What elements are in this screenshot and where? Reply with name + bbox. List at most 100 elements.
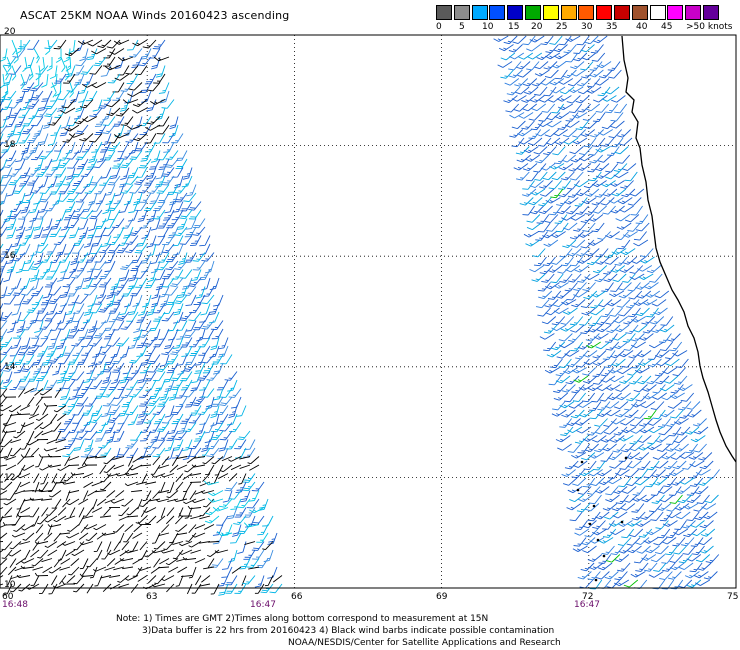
wind-barb [564,460,579,470]
wind-barb [77,39,94,45]
wind-barb [128,141,139,155]
wind-barb [10,447,22,457]
wind-barb [563,367,578,375]
wind-barb [689,562,703,573]
wind-barb [15,260,26,274]
wind-barb [192,226,206,236]
wind-barb [569,316,584,326]
wind-barb [22,192,35,203]
wind-barb [13,294,26,306]
wind-barb [24,549,31,560]
wind-barb [35,65,41,81]
wind-barb [675,358,689,368]
wind-barb [27,175,40,186]
wind-barb [46,57,53,72]
wind-barb [8,99,22,109]
wind-barb [60,107,76,114]
wind-barb [132,99,148,107]
wind-barb [120,167,130,181]
wind-barb [47,464,62,468]
wind-barb [3,447,13,459]
wind-barb [70,472,85,476]
wind-barb [169,464,179,473]
wind-barb [47,524,62,528]
wind-barb [638,528,653,538]
wind-barb [188,277,202,287]
wind-barb [70,252,80,266]
wind-barb [188,209,202,220]
wind-barb [1,541,13,551]
wind-barb [45,269,58,280]
wind-barb [18,133,31,144]
wind-barb [170,277,184,287]
wind-barb [0,90,8,104]
wind-barb [96,532,107,540]
wind-barb [57,311,67,325]
wind-barb [605,486,619,496]
note-line-1: Note: 1) Times are GMT 2)Times along bot… [116,614,489,624]
wind-barb [94,252,107,263]
wind-barb [174,260,188,270]
wind-barb [121,498,134,507]
wind-barb [143,507,157,513]
wind-barb [591,222,605,233]
wind-barb [591,392,605,403]
wind-barb [86,226,98,239]
wind-barb [627,282,641,292]
wind-barb [67,286,80,297]
colorbar-label: 15 [508,22,520,32]
wind-barb [12,286,26,296]
wind-barb [673,528,689,536]
wind-barb [139,498,152,508]
wind-barb [73,541,85,551]
wind-barb [75,124,89,135]
wind-barb [57,192,71,202]
wind-barb [134,141,148,152]
wind-barb [20,73,31,86]
wind-barb [532,248,546,258]
wind-barb [525,239,541,247]
wind-barb [152,405,166,415]
wind-barb [598,477,614,486]
wind-barb [64,124,80,132]
wind-barb [145,124,161,131]
wind-barb [103,90,116,101]
wind-barb [9,541,22,550]
wind-barb [679,477,695,485]
wind-barb [161,243,175,254]
wind-barb [653,562,667,572]
wind-barb [110,167,121,180]
wind-barb [603,418,617,427]
wind-barb [128,82,143,91]
wind-barb [64,201,76,213]
wind-barb [85,532,98,542]
wind-barb [0,405,13,412]
wind-barb [565,112,579,122]
wind-barb [706,469,720,479]
wind-barb [63,48,71,63]
wind-barb [204,260,215,274]
wind-barb [161,99,175,109]
wind-barb [15,226,26,239]
wind-barb [65,65,76,78]
wind-barb [147,82,161,92]
wind-barb [35,413,49,421]
wind-barb [125,243,139,253]
wind-barb [659,571,673,581]
wind-barb [680,392,695,402]
wind-barb [164,201,175,214]
wind-barb [167,226,179,239]
wind-barb [4,507,13,517]
wind-barb [89,209,103,220]
wind-barb [228,549,238,563]
wind-barb [0,150,8,160]
wind-barb [571,469,585,479]
wind-barb [666,435,679,445]
wind-barb [146,303,157,316]
wind-barb [33,473,40,484]
wind-barb [611,248,627,255]
wind-barb [541,273,555,283]
wind-barb [11,235,22,248]
wind-barb [153,133,166,144]
wind-barb [555,69,568,80]
